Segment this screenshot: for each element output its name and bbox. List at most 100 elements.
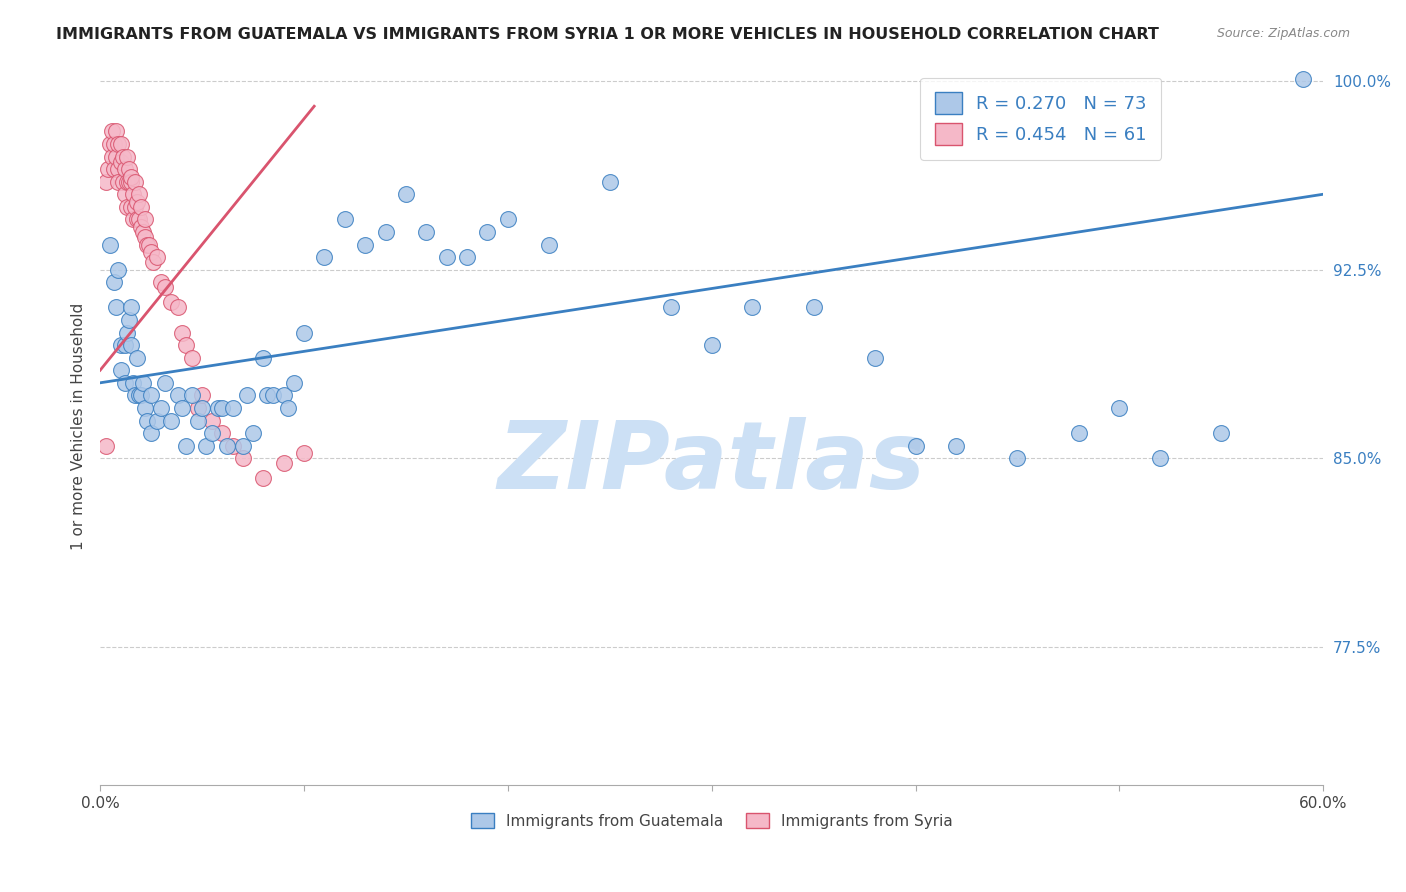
Point — [132, 225, 155, 239]
Point — [115, 200, 138, 214]
Point — [700, 338, 723, 352]
Point — [129, 200, 152, 214]
Point — [741, 301, 763, 315]
Point — [187, 413, 209, 427]
Point — [160, 413, 183, 427]
Point — [125, 351, 148, 365]
Point — [1149, 451, 1171, 466]
Point — [146, 413, 169, 427]
Y-axis label: 1 or more Vehicles in Household: 1 or more Vehicles in Household — [72, 303, 86, 550]
Point — [115, 149, 138, 163]
Point — [121, 187, 143, 202]
Point — [120, 175, 142, 189]
Point — [904, 439, 927, 453]
Point — [128, 187, 150, 202]
Point — [170, 401, 193, 415]
Point — [252, 351, 274, 365]
Point — [101, 124, 124, 138]
Point — [120, 338, 142, 352]
Point — [1067, 426, 1090, 441]
Point — [436, 250, 458, 264]
Point — [232, 439, 254, 453]
Point — [201, 426, 224, 441]
Point — [211, 401, 233, 415]
Point — [354, 237, 377, 252]
Point — [273, 456, 295, 470]
Point — [101, 149, 124, 163]
Point — [98, 136, 121, 151]
Point — [118, 162, 141, 177]
Point — [292, 446, 315, 460]
Point — [191, 401, 214, 415]
Point — [242, 426, 264, 441]
Point — [124, 388, 146, 402]
Legend: Immigrants from Guatemala, Immigrants from Syria: Immigrants from Guatemala, Immigrants fr… — [464, 806, 959, 835]
Point — [252, 471, 274, 485]
Point — [111, 175, 134, 189]
Point — [110, 338, 132, 352]
Point — [129, 388, 152, 402]
Point — [136, 413, 159, 427]
Point — [166, 301, 188, 315]
Point — [211, 426, 233, 441]
Point — [155, 280, 177, 294]
Point — [134, 230, 156, 244]
Point — [659, 301, 682, 315]
Point — [170, 326, 193, 340]
Point — [236, 388, 259, 402]
Point — [105, 124, 128, 138]
Point — [1292, 71, 1315, 86]
Point — [273, 388, 295, 402]
Point — [107, 136, 129, 151]
Point — [166, 388, 188, 402]
Point — [121, 376, 143, 390]
Point — [98, 237, 121, 252]
Point — [477, 225, 499, 239]
Point — [114, 338, 136, 352]
Point — [120, 301, 142, 315]
Point — [110, 154, 132, 169]
Point — [191, 388, 214, 402]
Point — [105, 149, 128, 163]
Point — [107, 175, 129, 189]
Point — [103, 275, 125, 289]
Point — [292, 326, 315, 340]
Point — [125, 212, 148, 227]
Point — [201, 413, 224, 427]
Point — [120, 200, 142, 214]
Point — [96, 175, 118, 189]
Point — [115, 175, 138, 189]
Point — [195, 439, 218, 453]
Text: Source: ZipAtlas.com: Source: ZipAtlas.com — [1216, 27, 1350, 40]
Point — [415, 225, 437, 239]
Point — [150, 401, 173, 415]
Point — [132, 376, 155, 390]
Point — [134, 401, 156, 415]
Point — [107, 262, 129, 277]
Point — [207, 401, 229, 415]
Point — [128, 388, 150, 402]
Point — [129, 219, 152, 234]
Point — [103, 136, 125, 151]
Point — [96, 439, 118, 453]
Point — [180, 351, 202, 365]
Point — [1211, 426, 1233, 441]
Point — [107, 162, 129, 177]
Point — [374, 225, 396, 239]
Point — [1007, 451, 1029, 466]
Point — [232, 451, 254, 466]
Point — [136, 237, 159, 252]
Point — [114, 162, 136, 177]
Point — [124, 200, 146, 214]
Point — [110, 363, 132, 377]
Point — [395, 187, 418, 202]
Point — [496, 212, 519, 227]
Point — [97, 162, 120, 177]
Point — [134, 212, 156, 227]
Point — [103, 162, 125, 177]
Point — [142, 255, 165, 269]
Point — [150, 275, 173, 289]
Point — [221, 401, 243, 415]
Point — [125, 194, 148, 209]
Point — [256, 388, 278, 402]
